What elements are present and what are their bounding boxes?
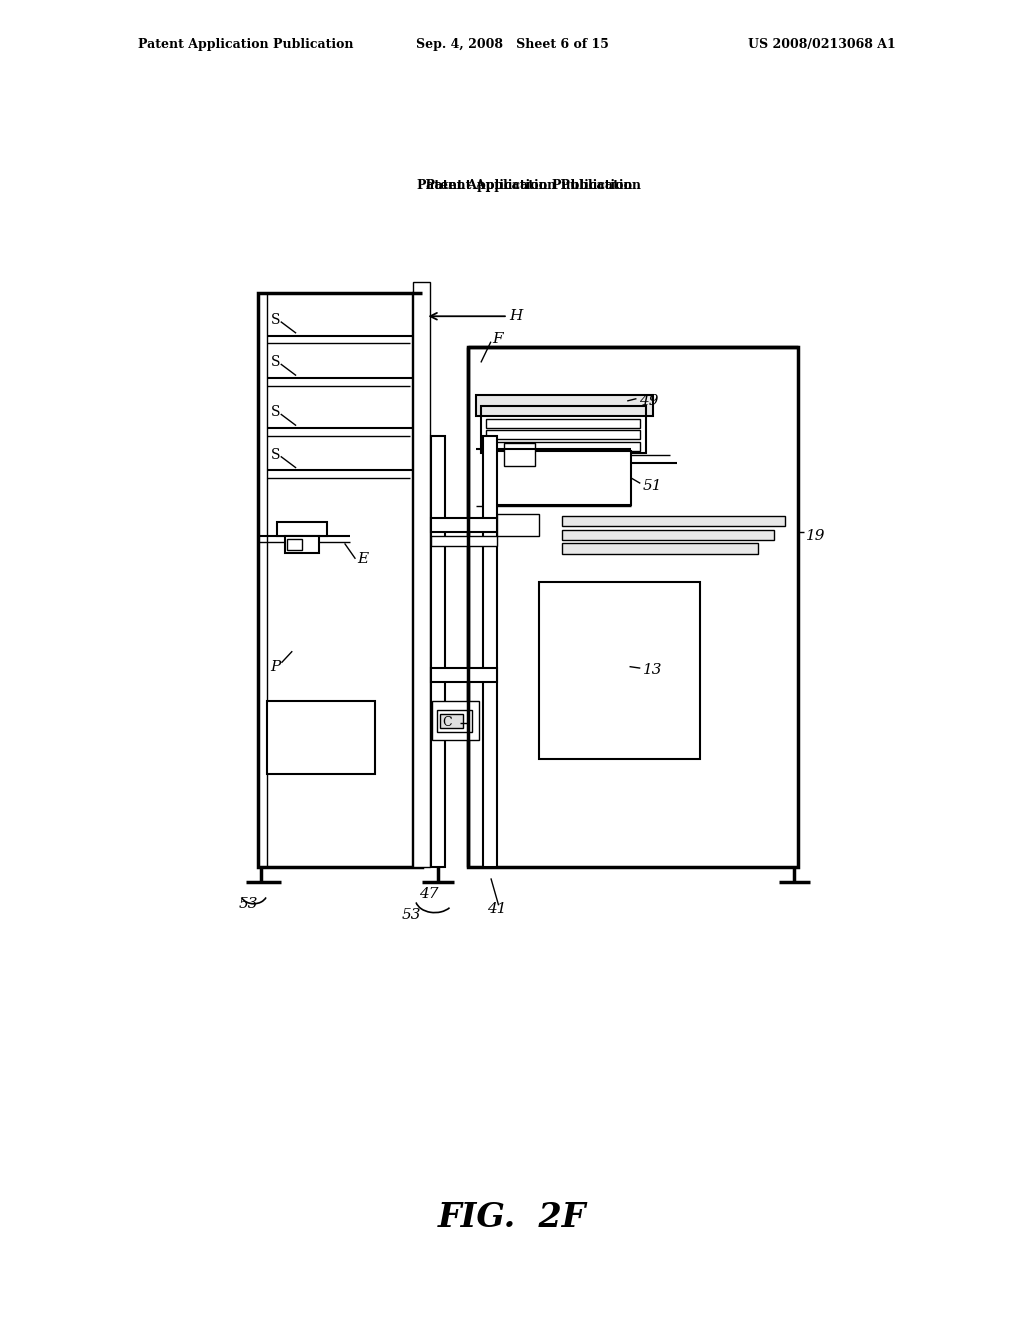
Bar [486,442,640,451]
Bar [497,515,539,536]
Text: FIG.  2F: FIG. 2F [437,1201,587,1233]
Text: S: S [270,405,281,420]
Bar [267,701,375,775]
Text: H: H [509,309,522,323]
Text: 19: 19 [806,529,825,543]
Text: S: S [270,447,281,462]
Bar [437,710,472,733]
Bar [475,395,652,416]
Text: Patent Application Publication: Patent Application Publication [417,178,633,191]
Bar [486,430,640,440]
Bar [562,529,773,540]
Text: 41: 41 [487,902,507,916]
Bar [431,436,444,867]
Bar [431,668,497,682]
Text: Sep. 4, 2008   Sheet 6 of 15: Sep. 4, 2008 Sheet 6 of 15 [416,38,608,51]
Bar [413,281,430,867]
Text: Patent Application Publication: Patent Application Publication [409,178,641,191]
Bar [483,436,497,867]
Bar [440,714,463,729]
Bar [258,293,422,867]
Bar [287,539,302,549]
Text: P: P [270,660,281,673]
Bar [431,536,497,545]
Bar [468,347,798,867]
Bar [481,405,646,453]
Bar [539,582,700,759]
Text: 53: 53 [401,908,421,921]
Text: 51: 51 [643,479,663,492]
Text: 47: 47 [419,887,439,900]
Text: Patent Application Publication: Patent Application Publication [138,38,353,51]
Bar [432,701,478,739]
Bar [497,451,631,506]
Text: 13: 13 [643,664,663,677]
Bar [562,516,785,527]
Bar [562,544,758,554]
Text: F: F [493,333,503,346]
Bar [486,418,640,428]
Bar [504,444,535,466]
Text: 53: 53 [239,896,258,911]
Text: E: E [357,552,369,566]
Text: S: S [270,313,281,327]
Bar [285,536,319,553]
Bar [431,517,497,532]
Bar [276,521,327,536]
Text: S: S [270,355,281,370]
Text: C: C [442,717,452,730]
Text: 49: 49 [639,393,658,408]
Text: US 2008/0213068 A1: US 2008/0213068 A1 [749,38,896,51]
